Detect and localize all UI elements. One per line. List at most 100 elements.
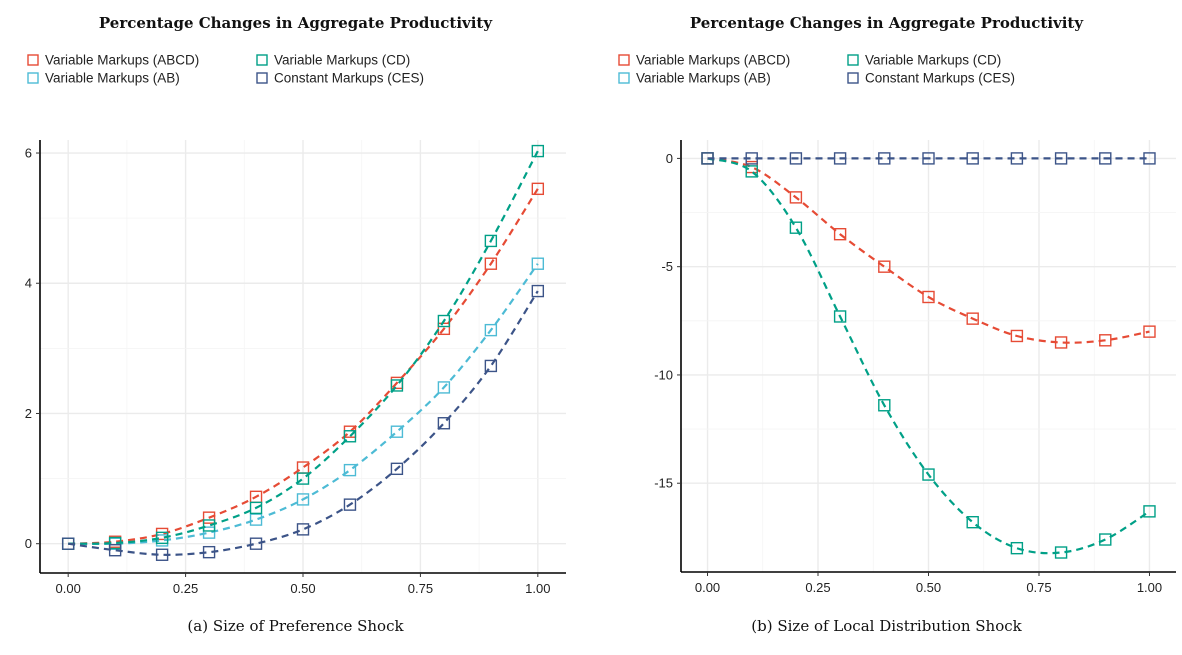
- series-line: [68, 150, 539, 545]
- legend-label: Variable Markups (CD): [274, 53, 410, 68]
- y-tick-label: 6: [25, 146, 32, 161]
- data-point: [155, 531, 169, 545]
- data-point: [789, 191, 803, 204]
- data-point: [1010, 541, 1024, 555]
- data-point: [531, 144, 545, 158]
- x-tick-label: 0.00: [56, 581, 81, 596]
- data-point: [1054, 336, 1068, 349]
- legend-marker: [256, 54, 268, 66]
- data-point: [343, 498, 357, 511]
- data-point: [789, 221, 803, 234]
- panel-b: Percentage Changes in Aggregate Producti…: [591, 0, 1182, 655]
- chart-title: Percentage Changes in Aggregate Producti…: [98, 14, 493, 32]
- y-tick-label: 0: [666, 151, 673, 166]
- data-point: [922, 290, 935, 304]
- legend-label: Constant Markups (CES): [274, 71, 424, 86]
- series-line: [68, 263, 539, 546]
- data-point: [1010, 329, 1024, 343]
- y-tick-label: 2: [25, 406, 32, 421]
- data-point: [1099, 152, 1112, 165]
- data-point: [966, 312, 979, 325]
- data-point: [1054, 546, 1068, 559]
- data-point: [1010, 152, 1024, 165]
- data-point: [437, 322, 451, 336]
- series-line: [707, 157, 1150, 344]
- data-point: [701, 152, 714, 165]
- data-point: [343, 463, 357, 477]
- data-point: [1099, 533, 1112, 546]
- x-tick-label: 0.50: [916, 580, 941, 595]
- data-point: [202, 519, 216, 532]
- x-tick-label: 0.75: [1026, 580, 1051, 595]
- data-point: [484, 323, 498, 337]
- panel-a: Percentage Changes in Aggregate Producti…: [25, 14, 566, 635]
- legend-label: Variable Markups (AB): [636, 71, 771, 86]
- data-point: [966, 152, 979, 165]
- x-tick-label: 0.25: [805, 580, 830, 595]
- data-point: [531, 182, 545, 196]
- y-tick-label: -15: [654, 476, 673, 491]
- data-point: [789, 152, 803, 165]
- data-point: [878, 260, 891, 273]
- data-point: [249, 537, 263, 550]
- x-tick-label: 0.25: [173, 581, 198, 596]
- data-point: [833, 152, 847, 165]
- data-point: [1143, 325, 1156, 338]
- chart-b-plot: 0.00 0.25 0.50 0.75 1.00 0 -5 -10 -15 Variable Ma…: [618, 53, 1176, 595]
- y-tick-label: 0: [25, 536, 32, 551]
- legend-label: Variable Markups (AB): [45, 71, 180, 86]
- data-point: [1143, 152, 1156, 165]
- chart-caption: (a) Size of Preference Shock: [187, 617, 404, 635]
- legend-label: Variable Markups (ABCD): [636, 53, 790, 68]
- y-tick-label: -10: [654, 367, 673, 382]
- data-point: [296, 472, 310, 485]
- data-point: [61, 537, 75, 550]
- legend-marker: [847, 72, 859, 84]
- data-point: [390, 425, 404, 438]
- data-point: [249, 501, 263, 515]
- data-point: [155, 548, 169, 561]
- legend-label: Variable Markups (CD): [865, 53, 1001, 68]
- legend-marker: [618, 54, 630, 66]
- data-point: [108, 544, 122, 557]
- data-point: [1054, 152, 1068, 165]
- data-point: [1143, 505, 1156, 518]
- y-tick-label: 4: [25, 276, 32, 291]
- data-point: [745, 165, 758, 178]
- chart-a-plot: 0.00 0.25 0.50 0.75 1.00 0 2 4 6 Variable Markups…: [25, 53, 566, 596]
- legend-label: Constant Markups (CES): [865, 71, 1015, 86]
- x-tick-label: 1.00: [525, 581, 550, 596]
- data-point: [437, 314, 451, 328]
- data-point: [390, 379, 404, 392]
- y-tick-label: -5: [661, 259, 673, 274]
- legend-marker: [27, 54, 39, 66]
- series-line: [68, 188, 539, 545]
- data-point: [484, 257, 498, 270]
- data-point: [202, 545, 216, 559]
- x-tick-label: 1.00: [1137, 580, 1162, 595]
- data-point: [390, 462, 404, 476]
- data-point: [531, 257, 545, 270]
- data-point: [878, 152, 891, 165]
- legend-marker: [618, 72, 630, 84]
- data-point: [745, 152, 758, 165]
- legend-marker: [27, 72, 39, 84]
- data-point: [437, 381, 451, 394]
- data-point: [202, 526, 216, 539]
- x-tick-label: 0.00: [695, 580, 720, 595]
- data-point: [966, 515, 979, 529]
- data-point: [484, 359, 498, 373]
- data-point: [1099, 334, 1112, 347]
- data-point: [437, 417, 451, 430]
- data-point: [922, 152, 935, 165]
- chart-title: Percentage Changes in Aggregate Producti…: [689, 14, 1084, 32]
- data-point: [484, 234, 498, 248]
- data-point: [108, 536, 122, 550]
- x-tick-label: 0.75: [408, 581, 433, 596]
- chart-caption: (b) Size of Local Distribution Shock: [751, 617, 1022, 635]
- legend-marker: [847, 54, 859, 66]
- data-point: [833, 227, 847, 241]
- data-point: [249, 513, 263, 526]
- data-point: [531, 284, 545, 298]
- data-point: [343, 430, 357, 443]
